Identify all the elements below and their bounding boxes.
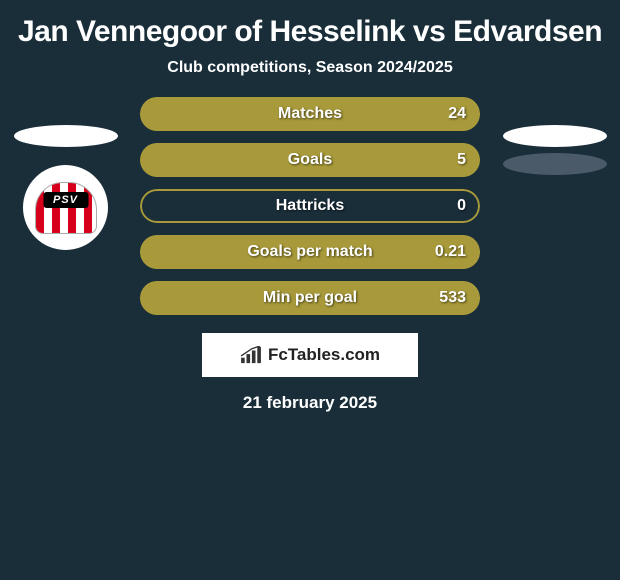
brand-text: FcTables.com <box>268 345 380 365</box>
left-club-logo: PSV <box>23 165 108 250</box>
stat-label: Matches <box>140 97 480 131</box>
left-ellipse-1 <box>14 125 118 147</box>
date: 21 february 2025 <box>0 393 620 413</box>
psv-logo-text: PSV <box>43 192 88 208</box>
stat-row-matches: Matches 24 <box>140 97 480 131</box>
bars-icon <box>240 346 262 364</box>
right-ellipse-2 <box>503 153 607 175</box>
stat-label: Hattricks <box>140 189 480 223</box>
stat-value: 0.21 <box>435 235 466 269</box>
stat-value: 533 <box>439 281 466 315</box>
stat-label: Min per goal <box>140 281 480 315</box>
subtitle: Club competitions, Season 2024/2025 <box>0 54 620 97</box>
right-player-badges <box>497 125 612 181</box>
stat-label: Goals per match <box>140 235 480 269</box>
stat-row-goals: Goals 5 <box>140 143 480 177</box>
stat-row-min-per-goal: Min per goal 533 <box>140 281 480 315</box>
stats-bars: Matches 24 Goals 5 Hattricks 0 Goals per… <box>140 97 480 315</box>
stat-row-goals-per-match: Goals per match 0.21 <box>140 235 480 269</box>
stat-row-hattricks: Hattricks 0 <box>140 189 480 223</box>
stat-value: 24 <box>448 97 466 131</box>
right-ellipse-1 <box>503 125 607 147</box>
page-title: Jan Vennegoor of Hesselink vs Edvardsen <box>0 0 620 54</box>
stat-value: 0 <box>457 189 466 223</box>
left-player-badges: PSV <box>8 125 123 250</box>
stat-value: 5 <box>457 143 466 177</box>
stat-label: Goals <box>140 143 480 177</box>
brand-box[interactable]: FcTables.com <box>202 333 418 377</box>
